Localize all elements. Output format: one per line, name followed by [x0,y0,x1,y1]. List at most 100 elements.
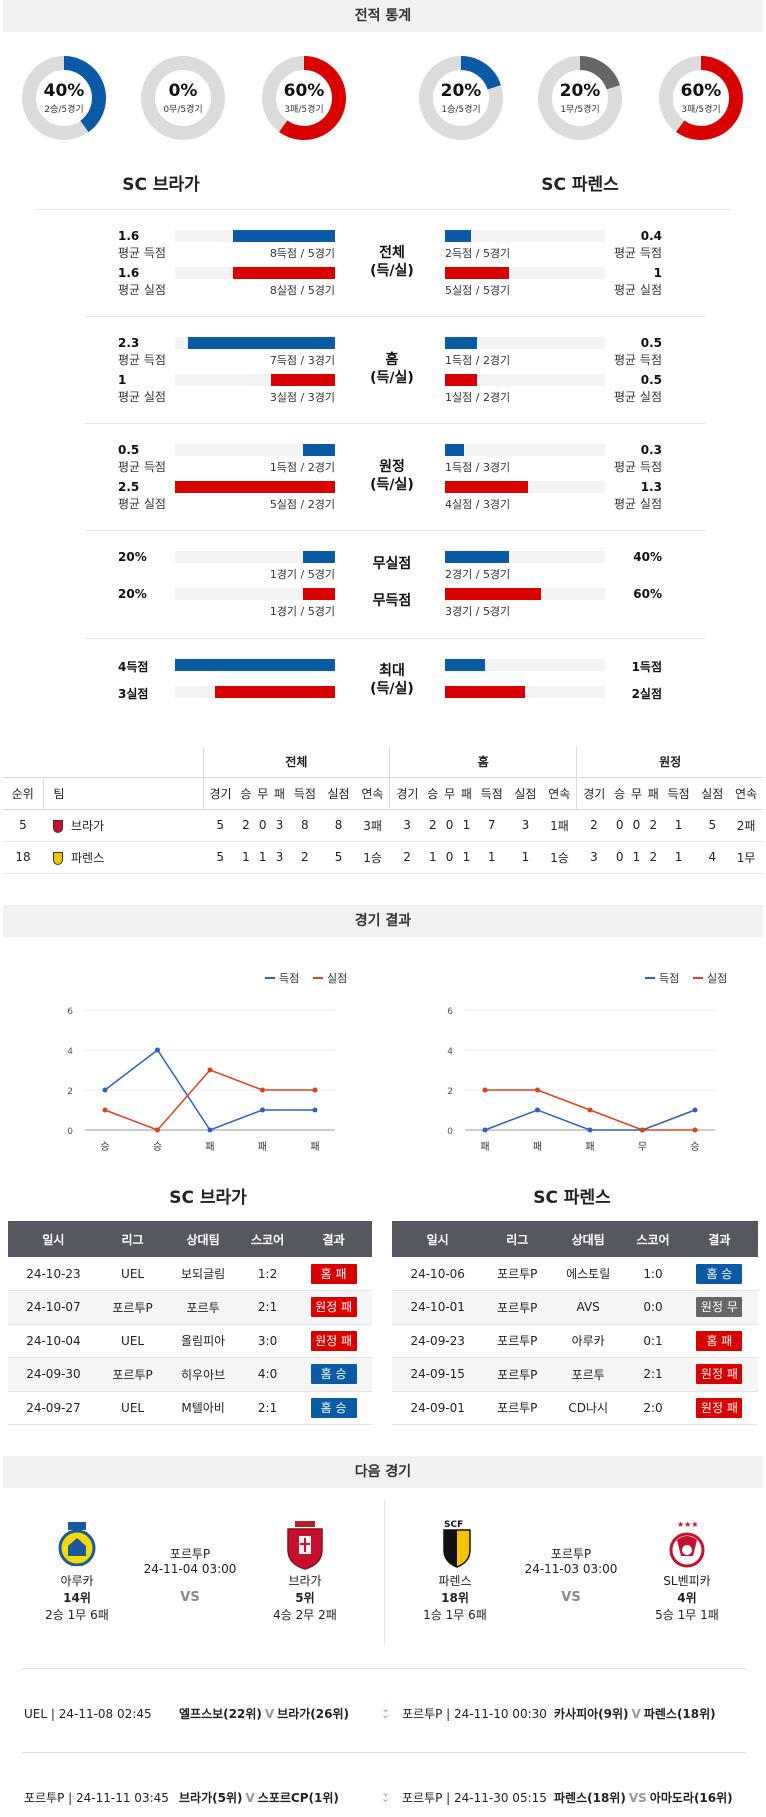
results-header: 리그 [483,1221,552,1257]
result-opp: AVS [551,1290,626,1325]
svg-text:★★★: ★★★ [677,1520,699,1529]
upcoming-row-right[interactable]: 포르투P | 24-11-10 00:30 카사피아(9위) V 파렌스(18위) [402,1705,716,1722]
donut-sub: 3패/5경기 [681,105,721,115]
series-line [484,1109,696,1131]
result-opp: CD나시 [551,1391,626,1425]
braga-logo-icon [287,1521,323,1570]
donut-sub: 1무/5경기 [560,105,600,115]
upcoming-team: 브라가(5위) [179,1791,243,1805]
right-bar [445,374,477,386]
series-point [260,1087,265,1093]
standings-cell: 3 [275,850,284,864]
standings-cell: 5 [216,850,225,864]
right-value: 0.3 [640,443,662,457]
away-results-table: 일시 리그 상대팀 스코어 결과 24-10-06 포르투P 에스토릴 1:0 홈 승 24-10-… [392,1221,758,1425]
result-date: 24-10-23 [8,1257,99,1291]
right-label: 평균 실점 [614,390,662,404]
upcoming-vs: V [631,1707,641,1721]
group-label: 원정 (득/실) [357,458,427,494]
standings-col-header: 패 [647,786,659,801]
right-bar [445,686,525,698]
left-bar [175,659,335,671]
left-bar [303,588,335,600]
right-label: 평균 득점 [614,353,662,367]
upcoming-row-left[interactable]: UEL | 24-11-08 02:45 엘프스보(22위) V 브라가(26위) [24,1705,349,1722]
standings-group-home: 홈 [389,747,577,777]
y-tick-label: 0 [67,1127,73,1137]
result-league: 포르투P [483,1290,552,1325]
standings-team[interactable]: 브라가 [43,809,203,841]
right-value: 0.5 [640,336,662,350]
right-label: 평균 득점 [614,460,662,474]
standings-table: 전체 홈 원정 순위 팀 경기 승 무 패 득점 실점 연속 경기 승 무 패 득점 실점 연속 경기 승 무 패 득점… [3,747,763,874]
x-tick-label: 패 [205,1141,214,1153]
upcoming-league-time: 포르투P | 24-11-10 00:30 [402,1707,547,1721]
left-value: 0.5 [118,443,140,457]
upcoming-team: 파렌스(18위) [554,1791,626,1805]
x-tick-label: 승 [100,1141,109,1153]
upcoming-divider-mid [22,1752,746,1753]
results-header: 일시 [8,1221,99,1257]
left-bar [233,230,335,242]
max-label: 최대 (득/실) [357,662,427,698]
result-score: 1:0 [625,1257,681,1291]
left-count: 1득점 / 2경기 [269,461,335,474]
donut-sub: 1승/5경기 [441,105,481,115]
next-left-league: 포르투P [169,1547,211,1561]
x-tick-label: 승 [153,1141,162,1153]
standings-cell: 0 [445,818,454,832]
result-opp: 아루카 [551,1324,626,1358]
result-date: 24-09-27 [8,1391,99,1425]
right-track [445,374,605,386]
standings-cell: 1 [674,850,683,864]
standings-team[interactable]: 파렌스 [43,841,203,873]
upcoming-league-time: 포르투P | 24-11-30 05:15 [402,1791,547,1805]
standings-col-header: 무 [630,786,642,801]
donut-arc [262,56,346,140]
upcoming-team: 브라가(26위) [277,1707,350,1721]
results-header: 스코어 [625,1221,681,1257]
chevron-down-icon: ⌄ ⌄ [381,1786,391,1805]
away-result-chart: 득점 실점 0 2 4 6 패 패 패 무 승 [447,972,727,1153]
standings-cell: 1 [462,850,471,864]
standings-col-header: 득점 [293,786,316,801]
standings-cell: 3 [590,850,598,864]
x-tick-label: 패 [258,1141,267,1153]
next-right-team-b-record: 5승 1무 1패 [655,1608,719,1622]
group-label-sub: (득/실) [370,263,414,279]
result-row: 24-10-01 포르투P AVS 0:0 원정 무 [392,1290,758,1325]
away-team-title: SC 파렌스 [541,175,619,195]
standings-cell: 2 [649,818,658,832]
standings-col-header: 무 [257,786,269,801]
result-score: 0:1 [625,1324,681,1358]
left-value: 1.6 [118,266,140,280]
standings-team-name: 파렌스 [71,850,105,865]
upcoming-row-left[interactable]: 포르투P | 24-11-11 03:45 브라가(5위) V 스포르CP(1위) [24,1789,339,1806]
donut-2: 60% 3패/5경기 [262,56,346,140]
result-row: 24-10-04 UEL 올림피아 3:0 원정 패 [8,1324,372,1358]
result-row: 24-09-23 포르투P 아루카 0:1 홈 패 [392,1324,758,1358]
right-bar [445,444,464,456]
result-opp: 보되글림 [166,1257,240,1291]
y-tick-label: 4 [447,1047,453,1057]
standings-col-header: 승 [427,786,439,801]
standings-col-header: 승 [240,786,252,801]
results-header: 결과 [295,1221,372,1257]
result-badge: 원정 패 [310,1297,357,1318]
right-track [445,444,605,456]
series-point [207,1067,213,1073]
upcoming-row-right[interactable]: 포르투P | 24-11-30 05:15 파렌스(18위) VS 아마도라(16위) [402,1789,733,1806]
left-count: 8득점 / 5경기 [269,247,335,260]
standings-cell: 1 [521,850,530,864]
standings-cell: 5 [708,818,717,832]
left-value: 20% [118,587,147,601]
left-label: 평균 실점 [118,390,166,404]
standings-cell: 2 [403,850,411,864]
result-score: 1:2 [239,1257,296,1291]
right-track [445,659,605,671]
result-date: 24-10-04 [8,1324,99,1358]
right-bar [445,481,528,493]
left-count: 5실점 / 2경기 [269,498,335,511]
result-opp: 포르투 [166,1290,240,1325]
left-value: 2.5 [118,480,140,494]
